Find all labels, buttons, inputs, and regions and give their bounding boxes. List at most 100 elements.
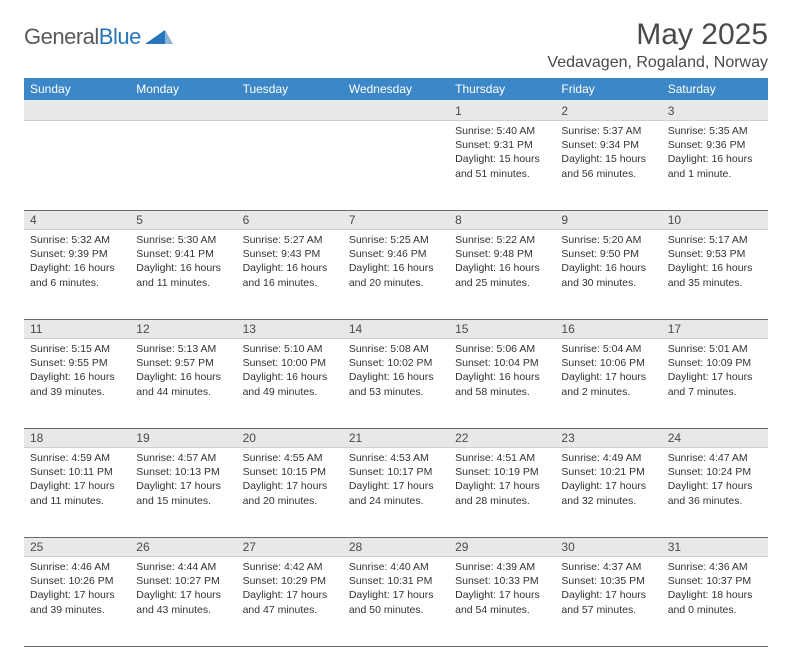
day-detail-cell bbox=[343, 121, 449, 211]
daylight-line: Daylight: 16 hours and 49 minutes. bbox=[243, 370, 337, 398]
daylight-line: Daylight: 16 hours and 11 minutes. bbox=[136, 261, 230, 289]
sunset-line: Sunset: 9:34 PM bbox=[561, 138, 655, 152]
sunset-line: Sunset: 9:41 PM bbox=[136, 247, 230, 261]
day-header: Thursday bbox=[449, 78, 555, 101]
sunset-line: Sunset: 10:04 PM bbox=[455, 356, 549, 370]
daylight-line: Daylight: 17 hours and 24 minutes. bbox=[349, 479, 443, 507]
day-detail-cell: Sunrise: 5:06 AMSunset: 10:04 PMDaylight… bbox=[449, 339, 555, 429]
sunrise-line: Sunrise: 4:47 AM bbox=[668, 451, 762, 465]
daylight-line: Daylight: 16 hours and 6 minutes. bbox=[30, 261, 124, 289]
detail-row: Sunrise: 5:32 AMSunset: 9:39 PMDaylight:… bbox=[24, 230, 768, 320]
day-number-cell: 31 bbox=[662, 538, 768, 557]
detail-row: Sunrise: 4:46 AMSunset: 10:26 PMDaylight… bbox=[24, 557, 768, 647]
sunrise-line: Sunrise: 5:10 AM bbox=[243, 342, 337, 356]
day-number-cell: 22 bbox=[449, 429, 555, 448]
daylight-line: Daylight: 16 hours and 20 minutes. bbox=[349, 261, 443, 289]
day-detail-cell bbox=[237, 121, 343, 211]
day-number-cell: 23 bbox=[555, 429, 661, 448]
sunrise-line: Sunrise: 4:46 AM bbox=[30, 560, 124, 574]
day-number-cell bbox=[24, 101, 130, 121]
sunset-line: Sunset: 10:13 PM bbox=[136, 465, 230, 479]
sunset-line: Sunset: 10:15 PM bbox=[243, 465, 337, 479]
daylight-line: Daylight: 17 hours and 39 minutes. bbox=[30, 588, 124, 616]
day-detail-cell: Sunrise: 5:37 AMSunset: 9:34 PMDaylight:… bbox=[555, 121, 661, 211]
sunrise-line: Sunrise: 5:15 AM bbox=[30, 342, 124, 356]
sunrise-line: Sunrise: 5:20 AM bbox=[561, 233, 655, 247]
daylight-line: Daylight: 15 hours and 56 minutes. bbox=[561, 152, 655, 180]
day-number-cell: 15 bbox=[449, 320, 555, 339]
calendar-body: 123Sunrise: 5:40 AMSunset: 9:31 PMDaylig… bbox=[24, 101, 768, 647]
day-number-cell: 18 bbox=[24, 429, 130, 448]
day-number-cell: 9 bbox=[555, 211, 661, 230]
daylight-line: Daylight: 17 hours and 32 minutes. bbox=[561, 479, 655, 507]
sunrise-line: Sunrise: 5:01 AM bbox=[668, 342, 762, 356]
sunset-line: Sunset: 9:36 PM bbox=[668, 138, 762, 152]
day-detail-cell: Sunrise: 5:40 AMSunset: 9:31 PMDaylight:… bbox=[449, 121, 555, 211]
day-detail-cell: Sunrise: 4:36 AMSunset: 10:37 PMDaylight… bbox=[662, 557, 768, 647]
daynum-row: 11121314151617 bbox=[24, 320, 768, 339]
daylight-line: Daylight: 15 hours and 51 minutes. bbox=[455, 152, 549, 180]
daylight-line: Daylight: 17 hours and 50 minutes. bbox=[349, 588, 443, 616]
month-title: May 2025 bbox=[547, 18, 768, 52]
daylight-line: Daylight: 16 hours and 25 minutes. bbox=[455, 261, 549, 289]
sunset-line: Sunset: 10:24 PM bbox=[668, 465, 762, 479]
calendar-table: SundayMondayTuesdayWednesdayThursdayFrid… bbox=[24, 78, 768, 647]
sunrise-line: Sunrise: 5:37 AM bbox=[561, 124, 655, 138]
day-detail-cell: Sunrise: 4:42 AMSunset: 10:29 PMDaylight… bbox=[237, 557, 343, 647]
sunset-line: Sunset: 9:57 PM bbox=[136, 356, 230, 370]
logo-text: GeneralBlue bbox=[24, 24, 141, 50]
daylight-line: Daylight: 16 hours and 39 minutes. bbox=[30, 370, 124, 398]
daylight-line: Daylight: 16 hours and 44 minutes. bbox=[136, 370, 230, 398]
calendar-page: GeneralBlue May 2025 Vedavagen, Rogaland… bbox=[0, 0, 792, 647]
day-number-cell bbox=[343, 101, 449, 121]
day-detail-cell: Sunrise: 5:15 AMSunset: 9:55 PMDaylight:… bbox=[24, 339, 130, 429]
sunset-line: Sunset: 10:29 PM bbox=[243, 574, 337, 588]
sunset-line: Sunset: 9:53 PM bbox=[668, 247, 762, 261]
day-detail-cell: Sunrise: 5:10 AMSunset: 10:00 PMDaylight… bbox=[237, 339, 343, 429]
day-number-cell: 14 bbox=[343, 320, 449, 339]
daylight-line: Daylight: 16 hours and 16 minutes. bbox=[243, 261, 337, 289]
day-number-cell: 10 bbox=[662, 211, 768, 230]
logo-word-blue: Blue bbox=[99, 24, 141, 49]
location: Vedavagen, Rogaland, Norway bbox=[547, 54, 768, 72]
day-detail-cell: Sunrise: 4:49 AMSunset: 10:21 PMDaylight… bbox=[555, 448, 661, 538]
daynum-row: 45678910 bbox=[24, 211, 768, 230]
day-detail-cell: Sunrise: 4:53 AMSunset: 10:17 PMDaylight… bbox=[343, 448, 449, 538]
sunrise-line: Sunrise: 4:51 AM bbox=[455, 451, 549, 465]
daylight-line: Daylight: 16 hours and 35 minutes. bbox=[668, 261, 762, 289]
daynum-row: 123 bbox=[24, 101, 768, 121]
day-number-cell bbox=[237, 101, 343, 121]
sunset-line: Sunset: 9:50 PM bbox=[561, 247, 655, 261]
daylight-line: Daylight: 17 hours and 20 minutes. bbox=[243, 479, 337, 507]
day-number-cell: 21 bbox=[343, 429, 449, 448]
daylight-line: Daylight: 17 hours and 57 minutes. bbox=[561, 588, 655, 616]
day-header: Friday bbox=[555, 78, 661, 101]
day-number-cell bbox=[130, 101, 236, 121]
day-number-cell: 30 bbox=[555, 538, 661, 557]
sunset-line: Sunset: 9:48 PM bbox=[455, 247, 549, 261]
day-detail-cell: Sunrise: 5:17 AMSunset: 9:53 PMDaylight:… bbox=[662, 230, 768, 320]
day-detail-cell: Sunrise: 4:44 AMSunset: 10:27 PMDaylight… bbox=[130, 557, 236, 647]
sunrise-line: Sunrise: 5:04 AM bbox=[561, 342, 655, 356]
day-detail-cell: Sunrise: 5:25 AMSunset: 9:46 PMDaylight:… bbox=[343, 230, 449, 320]
sunrise-line: Sunrise: 5:06 AM bbox=[455, 342, 549, 356]
sunrise-line: Sunrise: 4:40 AM bbox=[349, 560, 443, 574]
sunrise-line: Sunrise: 4:36 AM bbox=[668, 560, 762, 574]
day-number-cell: 4 bbox=[24, 211, 130, 230]
sunrise-line: Sunrise: 4:59 AM bbox=[30, 451, 124, 465]
day-header: Sunday bbox=[24, 78, 130, 101]
daylight-line: Daylight: 17 hours and 7 minutes. bbox=[668, 370, 762, 398]
day-number-cell: 6 bbox=[237, 211, 343, 230]
day-detail-cell: Sunrise: 4:55 AMSunset: 10:15 PMDaylight… bbox=[237, 448, 343, 538]
sunset-line: Sunset: 10:06 PM bbox=[561, 356, 655, 370]
sunrise-line: Sunrise: 5:17 AM bbox=[668, 233, 762, 247]
day-number-cell: 25 bbox=[24, 538, 130, 557]
daylight-line: Daylight: 16 hours and 53 minutes. bbox=[349, 370, 443, 398]
sunrise-line: Sunrise: 4:44 AM bbox=[136, 560, 230, 574]
sunrise-line: Sunrise: 5:40 AM bbox=[455, 124, 549, 138]
daylight-line: Daylight: 17 hours and 11 minutes. bbox=[30, 479, 124, 507]
sunrise-line: Sunrise: 5:22 AM bbox=[455, 233, 549, 247]
sunrise-line: Sunrise: 4:57 AM bbox=[136, 451, 230, 465]
day-number-cell: 17 bbox=[662, 320, 768, 339]
sunrise-line: Sunrise: 4:42 AM bbox=[243, 560, 337, 574]
